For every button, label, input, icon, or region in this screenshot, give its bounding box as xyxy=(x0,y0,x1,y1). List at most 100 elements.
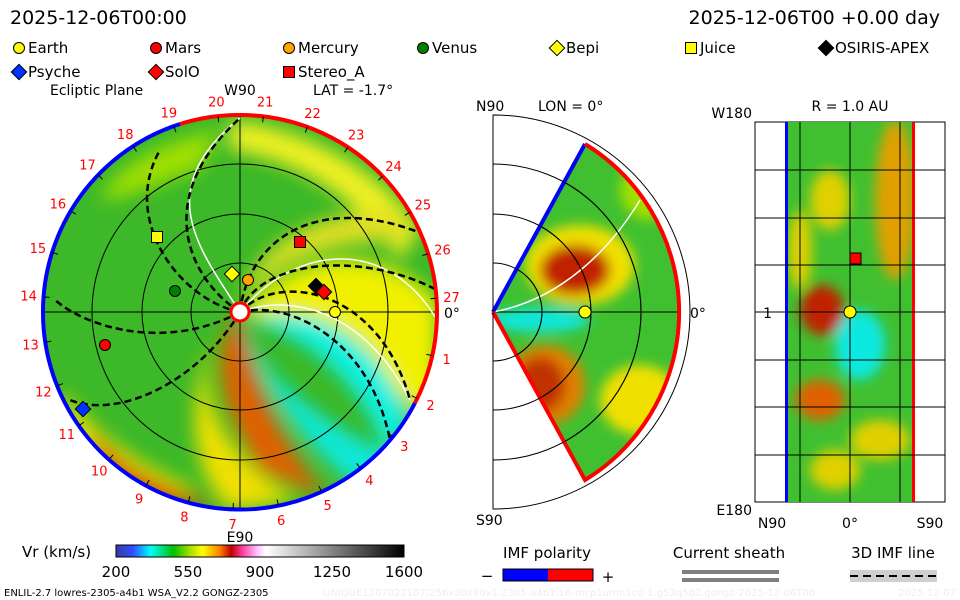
imf-plus: + xyxy=(602,568,615,586)
solo-icon xyxy=(147,63,165,81)
legend-label: Juice xyxy=(699,39,736,57)
sphere-mid-label: 1 xyxy=(763,306,772,322)
meridional-right-label: 0° xyxy=(690,306,706,322)
current-sheath-legend: Current sheath xyxy=(673,544,785,582)
sphere-x-label-n90: N90 xyxy=(758,516,786,532)
day-tick-13: 13 xyxy=(22,338,39,353)
imf-polarity-legend: IMF polarity − + xyxy=(481,544,615,586)
day-tick-24: 24 xyxy=(385,160,402,175)
legend-item-solo: SolO xyxy=(147,63,200,81)
legend-label: Stereo_A xyxy=(298,63,365,82)
legend-item-juice: Juice xyxy=(685,39,736,57)
body-legend: Earth Mars Mercury Venus Bepi Juice OSIRIS-APE… xyxy=(10,39,929,82)
day-tick-4: 4 xyxy=(365,474,373,489)
day-tick-12: 12 xyxy=(35,385,52,400)
imf-polarity-ring-negative xyxy=(40,122,417,512)
day-tick-27: 27 xyxy=(443,291,460,306)
datetime-right: 2025-12-06T00 +0.00 day xyxy=(689,7,940,29)
juice-marker xyxy=(151,231,163,243)
legend-label: Earth xyxy=(28,39,68,57)
day-tick-3: 3 xyxy=(400,440,408,455)
sun-marker xyxy=(229,301,251,323)
mars-icon xyxy=(150,42,162,54)
vr-colorbar: Vr (km/s) 200 550 900 1250 1600 xyxy=(22,543,423,581)
colorbar-tick: 200 xyxy=(102,563,131,581)
legend-label: Mercury xyxy=(298,39,359,57)
ecliptic-title: Ecliptic Plane xyxy=(50,83,143,99)
day-tick-17: 17 xyxy=(79,159,96,174)
bepi-marker xyxy=(223,265,241,283)
stereo-a-icon xyxy=(283,66,295,78)
imf-minus: − xyxy=(481,567,494,585)
psyche-marker xyxy=(74,400,92,418)
day-tick-23: 23 xyxy=(348,129,365,144)
day-tick-6: 6 xyxy=(277,514,285,529)
day-tick-2: 2 xyxy=(426,399,434,414)
ecliptic-vr-field xyxy=(43,115,437,509)
ecliptic-top-label: W90 xyxy=(224,83,256,99)
venus-marker xyxy=(169,285,181,297)
stereo-a-marker-sphere xyxy=(849,252,862,265)
day-tick-15: 15 xyxy=(30,242,47,257)
meridional-top-label: N90 xyxy=(476,99,504,115)
day-tick-9: 9 xyxy=(135,493,143,508)
lon-label: LON = 0° xyxy=(538,99,603,115)
day-tick-25: 25 xyxy=(415,199,432,214)
model-info: ENLIL-2.7 lowres-2305-a4b1 WSA_V2.2 GONG… xyxy=(4,588,269,599)
sphere-x-label-s90: S90 xyxy=(917,516,944,532)
mars-marker xyxy=(99,339,111,351)
lat-label: LAT = -1.7° xyxy=(313,83,393,99)
earth-icon xyxy=(13,42,25,54)
current-sheath-lines xyxy=(188,117,437,401)
day-tick-22: 22 xyxy=(304,107,321,122)
day-tick-20: 20 xyxy=(208,95,225,110)
run-date: 2025-12-07 xyxy=(898,588,956,599)
day-tick-26: 26 xyxy=(434,243,451,258)
meridional-bottom-label: S90 xyxy=(476,513,503,529)
day-tick-5: 5 xyxy=(323,499,331,514)
legend-label: Mars xyxy=(165,39,201,57)
colorbar-tick: 550 xyxy=(174,563,203,581)
day-tick-7: 7 xyxy=(228,518,236,533)
legend-item-mars: Mars xyxy=(150,39,201,57)
run-id: UNIQUE1207022107/256x30x90x1.2305-a4b1.1… xyxy=(323,588,815,599)
imf-polarity-ring-positive xyxy=(239,113,440,404)
psyche-icon xyxy=(10,63,28,81)
bepi-icon xyxy=(548,39,566,57)
colorbar-tick: 900 xyxy=(246,563,275,581)
imf-lines xyxy=(54,117,437,441)
imf-line-title: 3D IMF line xyxy=(851,544,935,562)
ecliptic-right-label: 0° xyxy=(444,306,460,322)
legend-item-psyche: Psyche xyxy=(10,63,80,81)
day-tick-14: 14 xyxy=(20,290,37,305)
sphere-bottom-label: E180 xyxy=(716,503,752,519)
mercury-icon xyxy=(283,42,295,54)
day-tick-1: 1 xyxy=(443,353,451,368)
solo-marker xyxy=(315,283,333,301)
sphere-grid xyxy=(755,122,945,502)
legend-item-osiris-apex: OSIRIS-APEX xyxy=(817,39,929,57)
colorbar-label: Vr (km/s) xyxy=(22,543,91,561)
venus-icon xyxy=(417,42,429,54)
mercury-marker xyxy=(242,274,254,286)
juice-icon xyxy=(685,42,697,54)
current-sheath-title: Current sheath xyxy=(673,544,785,562)
legend-label: Psyche xyxy=(28,63,80,81)
imf-line-legend: 3D IMF line xyxy=(850,544,937,582)
colorbar-gradient xyxy=(115,544,405,558)
legend-item-bepi: Bepi xyxy=(548,39,599,57)
day-tick-8: 8 xyxy=(180,511,188,526)
stereo-a-marker xyxy=(294,236,306,248)
earth-marker xyxy=(329,306,341,318)
legend-item-mercury: Mercury xyxy=(283,39,359,57)
legend-item-earth: Earth xyxy=(13,39,68,57)
day-tick-11: 11 xyxy=(59,428,76,443)
colorbar-tick: 1250 xyxy=(313,563,351,581)
imf-negative-swatch xyxy=(503,569,548,581)
ecliptic-bottom-label: E90 xyxy=(227,530,254,546)
osiris-apex-icon xyxy=(817,39,835,57)
day-tick-21: 21 xyxy=(257,96,274,111)
legend-label: Bepi xyxy=(566,39,599,57)
